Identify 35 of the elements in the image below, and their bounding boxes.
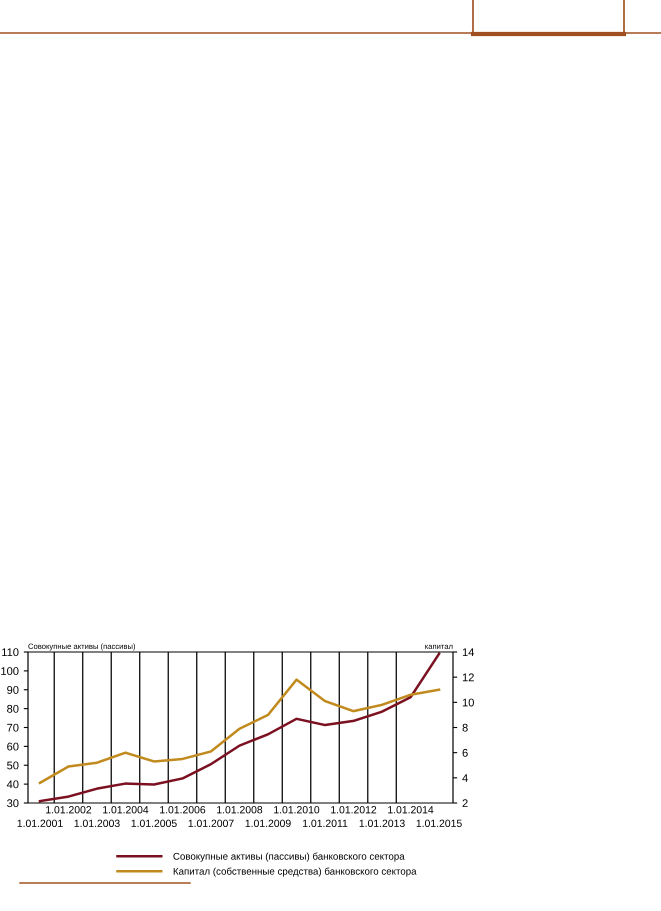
x-tick-label: 1.01.2011 bbox=[303, 820, 348, 828]
y-tick-label: 60 bbox=[7, 742, 19, 751]
legend-label: Капитал (собственные средства) банковского сектора bbox=[174, 868, 417, 877]
x-tick-label: 1.01.2014 bbox=[388, 806, 434, 814]
y2-tick-label: 2 bbox=[462, 799, 468, 808]
y-tick-label: 30 bbox=[7, 799, 19, 808]
y-tick-label: 40 bbox=[6, 780, 19, 788]
x-tick-label: 1.01.2013 bbox=[360, 820, 405, 828]
line-series bbox=[38, 678, 440, 784]
y-tick-label: 50 bbox=[7, 762, 19, 770]
y-tick-label: 100 bbox=[1, 667, 19, 676]
x-tick-label: 1.01.2012 bbox=[331, 806, 376, 814]
y-tick-label: 110 bbox=[2, 648, 19, 656]
y2-tick-label: 12 bbox=[462, 673, 474, 682]
y2-tick-label: 4 bbox=[462, 774, 468, 782]
x-tick-label: 1.01.2010 bbox=[274, 806, 320, 814]
legend-label: Совокупные активы (пассивы) банковского сектора bbox=[173, 852, 405, 862]
line-series bbox=[38, 652, 440, 802]
x-tick-label: 1.01.2009 bbox=[246, 820, 291, 828]
y-tick-label: 70 bbox=[7, 724, 19, 732]
y2-tick-label: 6 bbox=[462, 748, 468, 757]
x-tick-label: 1.01.2007 bbox=[188, 820, 234, 828]
x-tick-label: 1.01.2015 bbox=[416, 820, 462, 828]
y-tick-label: 90 bbox=[7, 686, 19, 694]
y2-tick-label: 10 bbox=[462, 698, 474, 706]
x-tick-label: 1.01.2002 bbox=[46, 806, 92, 814]
x-tick-label: 1.01.2004 bbox=[103, 806, 148, 814]
x-tick-label: 1.01.2005 bbox=[132, 820, 177, 828]
x-tick-label: 1.01.2003 bbox=[74, 820, 120, 828]
y2-tick-label: 8 bbox=[462, 724, 468, 732]
x-tick-label: 1.01.2006 bbox=[160, 806, 206, 814]
x-tick-label: 1.01.2001 bbox=[18, 820, 63, 828]
y-tick-label: 80 bbox=[7, 704, 19, 713]
x-tick-label: 1.01.2008 bbox=[217, 806, 262, 814]
y2-tick-label: 14 bbox=[462, 648, 474, 656]
